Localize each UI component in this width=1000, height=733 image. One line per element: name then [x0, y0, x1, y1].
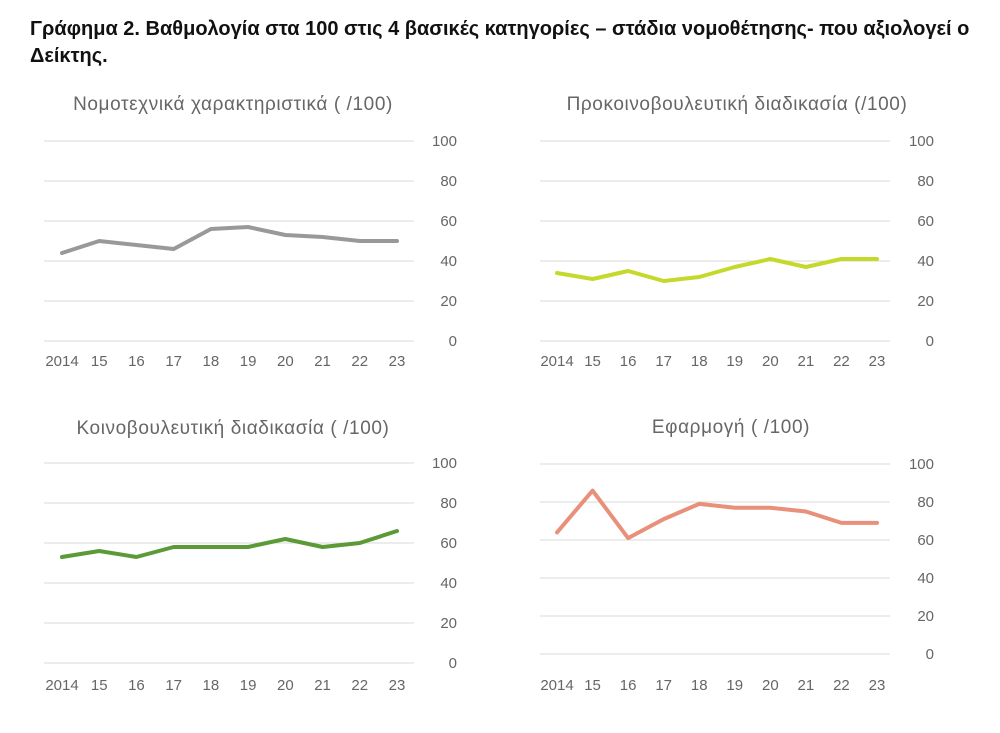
x-tick-label: 22 — [351, 677, 368, 694]
series-line — [555, 257, 879, 283]
x-tick-label: 20 — [762, 677, 779, 694]
x-tick-label: 21 — [314, 353, 331, 370]
x-tick-label: 17 — [655, 353, 672, 370]
chart-panel-4: Εφαρμογή ( /100) 0 20 40 60 80 100 2014 15 16 17 18… — [540, 417, 934, 694]
y-tick-label: 40 — [917, 253, 934, 270]
x-tick-label: 18 — [203, 353, 220, 370]
y-tick-label: 80 — [440, 173, 457, 190]
series-line — [60, 529, 399, 559]
x-tick-label: 17 — [165, 677, 182, 694]
x-tick-label: 15 — [584, 677, 601, 694]
y-tick-label: 60 — [440, 535, 457, 552]
x-tick-label: 16 — [128, 677, 145, 694]
x-tick-label: 16 — [620, 677, 637, 694]
x-tick-label: 15 — [91, 677, 108, 694]
x-tick-label: 2014 — [540, 677, 573, 694]
x-tick-label: 19 — [726, 353, 743, 370]
x-tick-label: 22 — [833, 353, 850, 370]
x-tick-label: 18 — [691, 353, 708, 370]
chart-title: Νομοτεχνικά χαρακτηριστικά ( /100) — [73, 94, 393, 115]
x-tick-label: 22 — [833, 677, 850, 694]
x-tick-label: 23 — [389, 677, 406, 694]
chart-title: Προκοινοβουλευτική διαδικασία (/100) — [567, 94, 908, 115]
x-tick-label: 21 — [798, 353, 815, 370]
x-tick-label: 16 — [620, 353, 637, 370]
y-tick-label: 0 — [449, 333, 457, 350]
x-tick-label: 18 — [203, 677, 220, 694]
x-tick-label: 23 — [389, 353, 406, 370]
x-tick-label: 20 — [277, 677, 294, 694]
y-tick-label: 20 — [440, 293, 457, 310]
series-line — [555, 488, 879, 541]
y-tick-label: 80 — [917, 173, 934, 190]
y-tick-label: 60 — [917, 532, 934, 549]
y-tick-label: 0 — [449, 655, 457, 672]
y-tick-label: 40 — [917, 570, 934, 587]
y-tick-label: 40 — [440, 253, 457, 270]
y-tick-label: 100 — [432, 133, 457, 150]
x-tick-label: 21 — [314, 677, 331, 694]
y-tick-label: 60 — [917, 213, 934, 230]
x-tick-label: 15 — [584, 353, 601, 370]
x-tick-label: 18 — [691, 677, 708, 694]
x-tick-label: 2014 — [45, 677, 78, 694]
x-tick-label: 19 — [240, 353, 257, 370]
x-tick-label: 23 — [869, 677, 886, 694]
x-tick-label: 20 — [277, 353, 294, 370]
y-tick-label: 0 — [926, 646, 934, 663]
x-tick-label: 16 — [128, 353, 145, 370]
y-tick-label: 100 — [909, 133, 934, 150]
chart-panel-2: Προκοινοβουλευτική διαδικασία (/100) 0 20 4… — [540, 94, 934, 370]
chart-title: Εφαρμογή ( /100) — [652, 417, 810, 438]
x-tick-label: 17 — [165, 353, 182, 370]
x-tick-label: 2014 — [540, 353, 573, 370]
x-tick-label: 19 — [726, 677, 743, 694]
y-tick-label: 80 — [917, 494, 934, 511]
x-tick-label: 20 — [762, 353, 779, 370]
y-tick-label: 0 — [926, 333, 934, 350]
x-tick-label: 22 — [351, 353, 368, 370]
x-tick-label: 19 — [240, 677, 257, 694]
y-tick-label: 60 — [440, 213, 457, 230]
x-tick-label: 21 — [798, 677, 815, 694]
y-tick-label: 40 — [440, 575, 457, 592]
y-tick-label: 20 — [440, 615, 457, 632]
y-tick-label: 100 — [432, 455, 457, 472]
y-tick-label: 20 — [917, 608, 934, 625]
x-tick-label: 23 — [869, 353, 886, 370]
x-tick-label: 15 — [91, 353, 108, 370]
chart-panel-3: Κοινοβουλευτική διαδικασία ( /100) 0 20 40 6… — [44, 418, 457, 694]
y-tick-label: 20 — [917, 293, 934, 310]
y-tick-label: 100 — [909, 456, 934, 473]
page-title: Γράφημα 2. Βαθμολογία στα 100 στις 4 βασ… — [30, 18, 970, 67]
y-tick-label: 80 — [440, 495, 457, 512]
x-tick-label: 17 — [655, 677, 672, 694]
chart-title: Κοινοβουλευτική διαδικασία ( /100) — [77, 418, 390, 439]
series-line — [60, 225, 399, 255]
x-tick-label: 2014 — [45, 353, 78, 370]
chart-panel-1: Νομοτεχνικά χαρακτηριστικά ( /100) 0 20 40 6… — [44, 94, 457, 370]
